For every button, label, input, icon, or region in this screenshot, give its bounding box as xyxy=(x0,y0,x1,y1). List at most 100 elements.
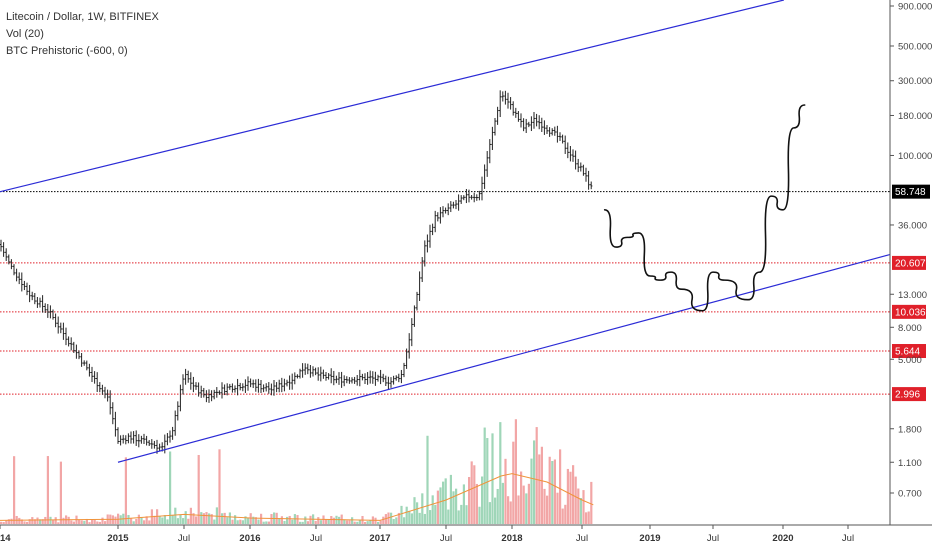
volume-bar xyxy=(548,456,551,524)
volume-bar xyxy=(80,520,83,524)
volume-bar xyxy=(189,507,192,524)
volume-bar xyxy=(57,522,60,524)
x-tick-label: Jul xyxy=(576,533,588,544)
volume-bar xyxy=(587,511,590,524)
volume-bar xyxy=(260,513,263,524)
level-label: 5.644 xyxy=(895,347,920,358)
volume-bar xyxy=(270,514,273,524)
volume-bar xyxy=(52,519,55,524)
volume-bar xyxy=(455,488,458,524)
volume-bar xyxy=(161,517,164,524)
volume-bar xyxy=(478,506,481,524)
volume-bar xyxy=(330,516,333,524)
volume-bar xyxy=(481,476,484,524)
volume-bar xyxy=(418,512,421,524)
volume-bar xyxy=(182,518,185,524)
y-tick-label: 900.000 xyxy=(898,2,932,13)
y-tick-label: 500.000 xyxy=(898,41,932,52)
volume-bar xyxy=(379,520,382,524)
volume-bar xyxy=(153,515,156,524)
volume-bar xyxy=(343,519,346,524)
volume-bar xyxy=(127,515,130,524)
volume-bar xyxy=(585,512,588,524)
volume-bar xyxy=(130,518,133,524)
volume-bar xyxy=(202,513,205,524)
volume-bar xyxy=(408,510,411,524)
volume-bar xyxy=(200,512,203,524)
volume-bar xyxy=(501,482,504,524)
volume-bar xyxy=(114,516,117,524)
volume-bar xyxy=(192,513,195,524)
volume-bar xyxy=(348,520,351,524)
y-tick-label: 8.000 xyxy=(898,323,922,334)
volume-bar xyxy=(507,496,510,524)
volume-bar xyxy=(197,454,200,524)
x-tick-label: Jul xyxy=(707,533,719,544)
volume-bar xyxy=(174,507,177,524)
y-tick-label: 300.000 xyxy=(898,76,932,87)
x-tick-label: Jul xyxy=(178,533,190,544)
volume-bar xyxy=(54,517,57,524)
volume-bar xyxy=(166,519,169,524)
volume-bar xyxy=(494,497,497,524)
volume-bar xyxy=(148,520,151,524)
x-tick-label: 2017 xyxy=(369,533,390,544)
x-tick-label: 2019 xyxy=(639,533,660,544)
volume-bar xyxy=(83,520,86,524)
volume-bar xyxy=(49,516,52,524)
volume-bar xyxy=(309,515,312,524)
volume-bar xyxy=(590,481,593,524)
volume-bar xyxy=(33,519,36,524)
volume-bar xyxy=(460,504,463,524)
volume-bar xyxy=(449,474,452,524)
volume-bar xyxy=(579,498,582,524)
volume-bar xyxy=(434,504,437,524)
volume-bar xyxy=(561,508,564,524)
volume-bar xyxy=(205,512,208,524)
volume-indicator-label: Vol (20) xyxy=(6,28,44,40)
volume-bar xyxy=(369,520,372,524)
volume-bar xyxy=(319,520,322,524)
volume-bar xyxy=(223,512,226,524)
price-label: 58.748 xyxy=(895,187,926,198)
volume-bar xyxy=(244,516,247,524)
volume-bar xyxy=(176,518,179,524)
horizontal-levels: 20.607 10.036 5.644 2.996 58.748 xyxy=(0,184,930,402)
volume-bar xyxy=(215,507,218,524)
volume-bar xyxy=(231,519,234,524)
volume-bar xyxy=(400,505,403,524)
y-tick-label: 1.100 xyxy=(898,458,922,469)
volume-bar xyxy=(59,461,62,524)
y-tick-label: 0.700 xyxy=(898,489,922,500)
volume-bar xyxy=(473,465,476,524)
volume-bar xyxy=(62,517,65,524)
volume-bar xyxy=(509,501,512,524)
chart-legend: Litecoin / Dollar, 1W, BITFINEX Vol (20)… xyxy=(6,9,159,60)
level-label-box xyxy=(892,304,926,319)
volume-bar xyxy=(124,457,127,524)
volume-bar xyxy=(23,521,26,524)
volume-bar xyxy=(530,458,533,524)
volume-bar xyxy=(514,419,517,524)
volume-bar xyxy=(280,516,283,524)
volume-bar xyxy=(517,495,520,524)
volume-bar xyxy=(226,517,229,524)
projection-path xyxy=(603,104,806,312)
y-tick-label: 100.000 xyxy=(898,151,932,162)
volume-bar xyxy=(574,476,577,524)
x-tick-label: Jul xyxy=(310,533,322,544)
btc-prehistoric-indicator-label: BTC Prehistoric (-600, 0) xyxy=(6,45,128,57)
volume-bar xyxy=(488,502,491,524)
price-label-box xyxy=(892,184,930,199)
volume-bar xyxy=(213,519,216,524)
volume-bar xyxy=(184,511,187,524)
volume-bar xyxy=(145,516,148,524)
volume-bar xyxy=(158,516,161,524)
volume-bar xyxy=(236,520,239,524)
volume-bar xyxy=(36,517,39,524)
volume-bar xyxy=(288,515,291,524)
volume-bar xyxy=(395,517,398,524)
volume-bar xyxy=(96,521,99,524)
volume-bar xyxy=(26,521,29,524)
